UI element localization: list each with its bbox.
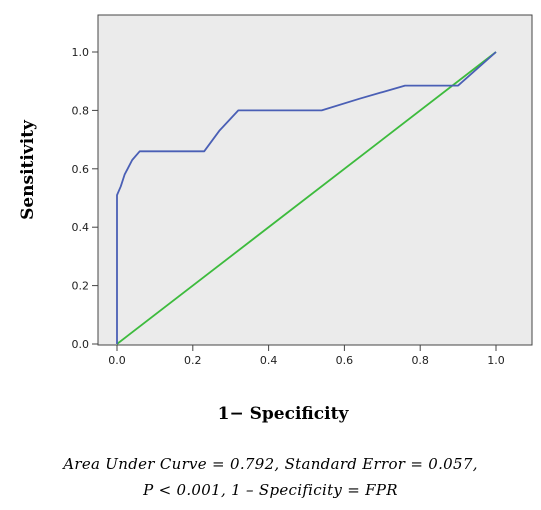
caption-line-2: P < 0.001, 1 – Specificity = FPR (143, 481, 398, 499)
x-tick-label: 0.8 (411, 354, 429, 367)
y-axis-title: Sensitivity (18, 119, 38, 220)
reference-line (116, 51, 497, 345)
x-tick-label: 1.0 (487, 354, 505, 367)
x-axis: 0.0 0.2 0.4 0.6 0.8 1.0 (108, 345, 505, 367)
y-tick-label: 0.2 (72, 280, 90, 293)
x-tick-label: 0.2 (184, 354, 202, 367)
y-tick-label: 0.0 (72, 338, 90, 351)
x-tick-label: 0.4 (260, 354, 278, 367)
roc-curve (116, 51, 497, 344)
roc-chart: 0.0 0.2 0.4 0.6 0.8 1.0 0.0 0.2 0.4 0.6 0.8 1.0 1−… (18, 14, 533, 424)
plot-background (97, 14, 533, 346)
series-group (116, 51, 497, 345)
y-axis: 0.0 0.2 0.4 0.6 0.8 1.0 (72, 46, 98, 351)
y-tick-label: 1.0 (72, 46, 90, 59)
y-tick-label: 0.4 (72, 221, 90, 234)
x-tick-label: 0.0 (108, 354, 126, 367)
x-tick-label: 0.6 (336, 354, 354, 367)
x-axis-title: 1− Specificity (218, 404, 350, 424)
y-tick-label: 0.8 (72, 104, 90, 117)
y-tick-label: 0.6 (72, 163, 90, 176)
caption-line-1: Area Under Curve = 0.792, Standard Error… (63, 455, 478, 473)
